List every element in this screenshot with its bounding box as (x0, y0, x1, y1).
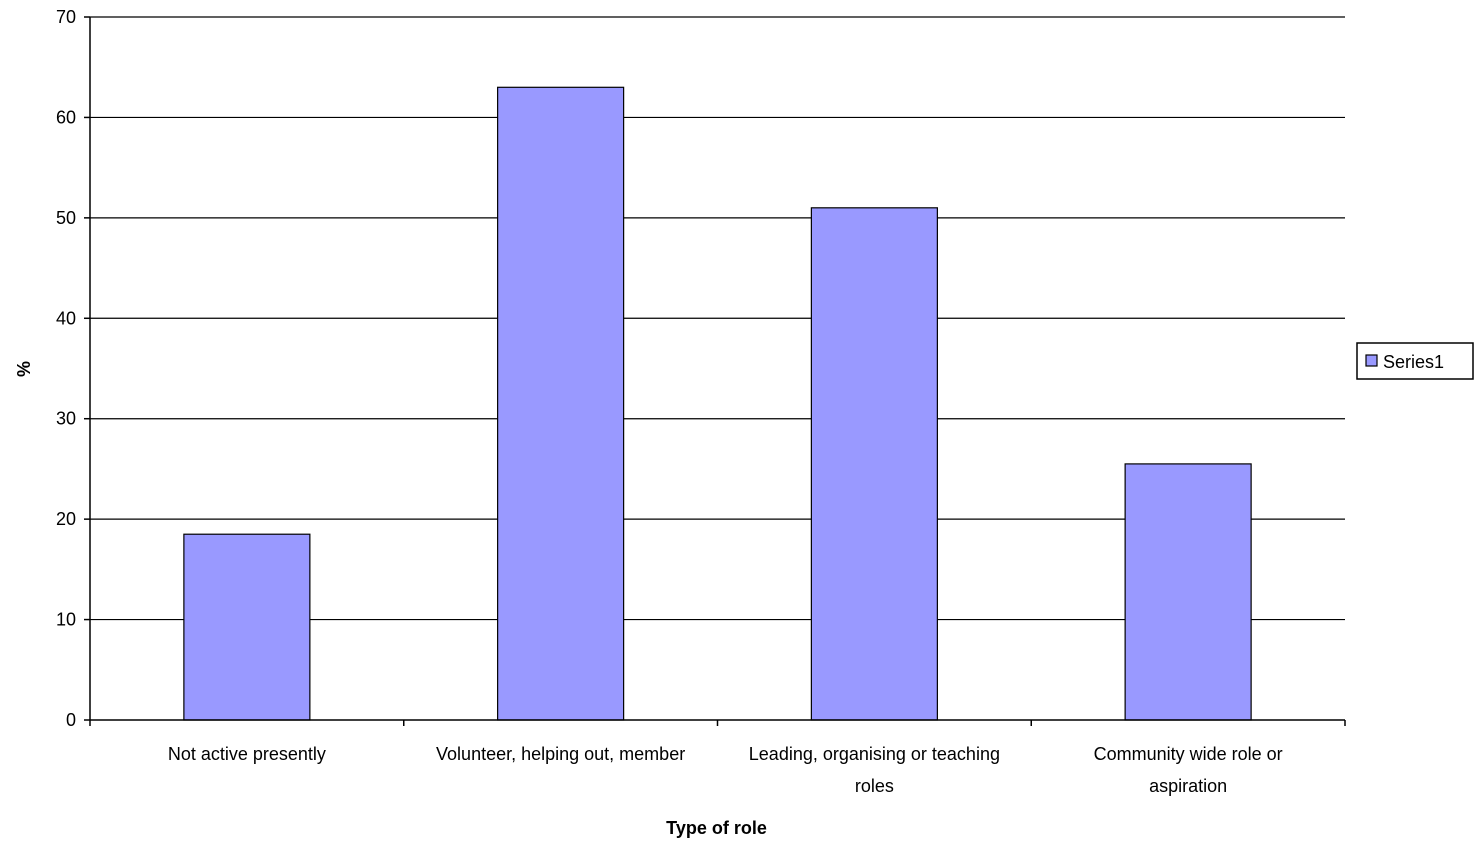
bar (497, 86, 625, 721)
bar (183, 533, 311, 721)
y-tick-label: 50 (56, 208, 76, 228)
x-ticks: Not active presently Volunteer, helping o… (89, 720, 1346, 796)
legend-swatch (1365, 354, 1378, 367)
x-tick-label: Volunteer, helping out, member (436, 744, 685, 764)
x-tick-label: Not active presently (168, 744, 326, 764)
y-tick-label: 30 (56, 409, 76, 429)
bar (810, 207, 938, 721)
bar (1124, 463, 1252, 721)
x-tick-label: Leading, organising or teaching (749, 744, 1000, 764)
x-axis-title: Type of role (666, 818, 767, 838)
y-tick-label: 10 (56, 610, 76, 630)
x-tick-label: aspiration (1149, 776, 1227, 796)
y-tick-label: 20 (56, 509, 76, 529)
x-tick-label: roles (855, 776, 894, 796)
legend-label: Series1 (1383, 352, 1444, 372)
legend: Series1 (1356, 342, 1474, 380)
y-axis-title: % (14, 361, 34, 377)
y-tick-label: 40 (56, 308, 76, 328)
y-tick-label: 0 (66, 710, 76, 730)
y-tick-label: 60 (56, 107, 76, 127)
y-ticks: 0 10 20 30 40 50 60 70 (56, 7, 90, 730)
x-tick-label: Community wide role or (1094, 744, 1283, 764)
gridlines (90, 16, 1345, 621)
y-tick-label: 70 (56, 7, 76, 27)
bars (183, 86, 1252, 721)
